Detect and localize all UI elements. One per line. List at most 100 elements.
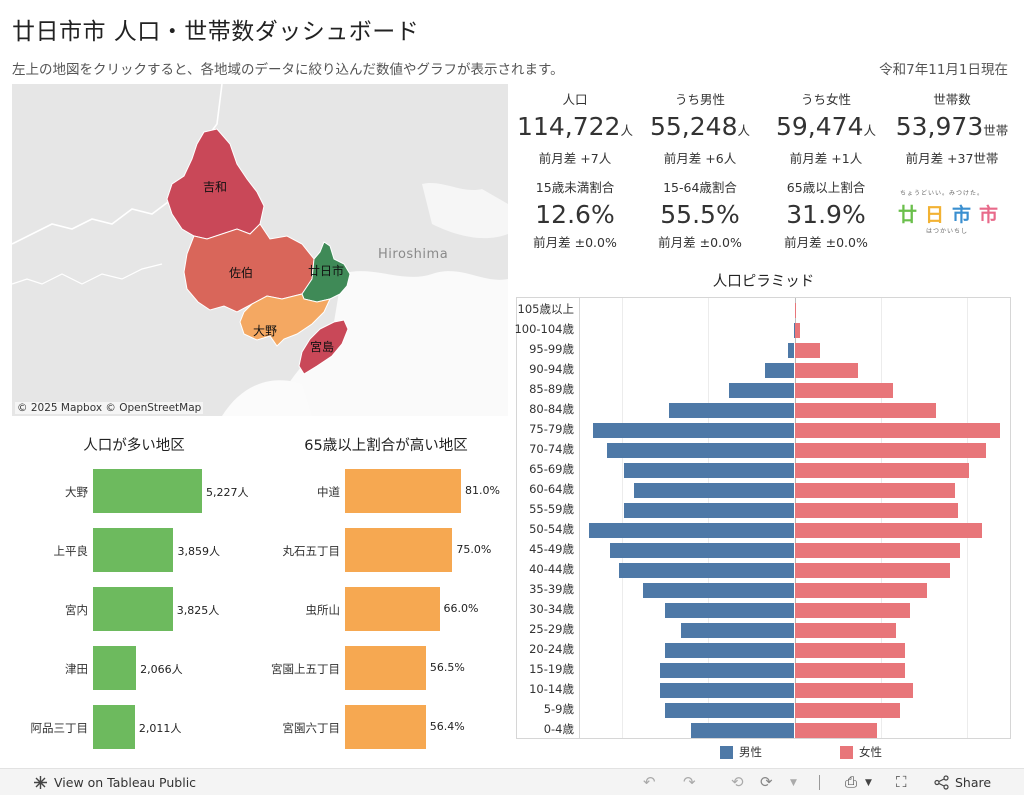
fullscreen-icon[interactable]: ⛶: [896, 773, 907, 791]
pyramid-bar-male[interactable]: [765, 363, 795, 378]
pyramid-bar-female[interactable]: [794, 483, 955, 498]
pyramid-bar-male[interactable]: [660, 663, 795, 678]
bar-row[interactable]: 津田 2,066人: [12, 646, 256, 690]
bar-row[interactable]: 宮内 3,825人: [12, 587, 256, 631]
pyramid-bar-male[interactable]: [606, 443, 795, 458]
bar-row[interactable]: 宮園上五丁目 56.5%: [264, 646, 508, 690]
bar-row[interactable]: 虫所山 66.0%: [264, 587, 508, 631]
pyramid-bar-female[interactable]: [794, 423, 1000, 438]
pyramid-bar-male[interactable]: [665, 603, 795, 618]
pyramid-bar-female[interactable]: [794, 663, 905, 678]
pyramid-bar-female[interactable]: [794, 523, 983, 538]
bar-row[interactable]: 宮園六丁目 56.4%: [264, 705, 508, 749]
bar[interactable]: [93, 646, 137, 690]
legend-swatch-female: [840, 745, 853, 759]
legend-female[interactable]: 女性: [840, 744, 882, 760]
pyramid-bar-female[interactable]: [794, 343, 821, 358]
bar-value-label: 5,227人: [206, 486, 249, 499]
pyramid-bar-female[interactable]: [794, 323, 800, 338]
pyramid-age-label: 95-99歳: [529, 342, 574, 356]
pyramid-gridline: [622, 298, 624, 738]
view-on-tableau-button[interactable]: View on Tableau Public: [33, 775, 196, 790]
legend-male[interactable]: 男性: [720, 744, 762, 760]
pyramid-bar-male[interactable]: [589, 523, 795, 538]
bar-category-label: 宮園上五丁目: [271, 662, 340, 676]
bar-row[interactable]: 大野 5,227人: [12, 469, 256, 513]
pyramid-bar-male[interactable]: [665, 703, 795, 718]
pyramid-bar-female[interactable]: [794, 623, 897, 638]
kpi-value: 12.6%: [535, 200, 615, 229]
bar[interactable]: [93, 469, 202, 513]
pyramid-bar-male[interactable]: [680, 623, 795, 638]
pyramid-bar-male[interactable]: [634, 483, 795, 498]
pyramid-bar-female[interactable]: [794, 403, 936, 418]
pyramid-bar-female[interactable]: [794, 303, 796, 318]
bar-row[interactable]: 上平良 3,859人: [12, 528, 256, 572]
toolbar-separator: [819, 775, 820, 790]
redo-icon[interactable]: ↷: [683, 773, 696, 791]
kpi-65plus: 65歳以上割合 31.9% 前月差 ±0.0%: [763, 177, 889, 251]
pyramid-bar-male[interactable]: [623, 463, 795, 478]
pyramid-bar-male[interactable]: [660, 683, 795, 698]
bar[interactable]: [93, 705, 135, 749]
region-map[interactable]: 吉和 佐伯 廿日市 大野 宮島 Hiroshima © 2025 Mapbox …: [12, 84, 508, 416]
kpi-female: うち女性 59,474人 前月差 +1人: [763, 89, 889, 167]
pyramid-bar-male[interactable]: [623, 503, 795, 518]
bar[interactable]: [345, 469, 461, 513]
bar-value-label: 2,011人: [138, 722, 182, 735]
pyramid-bar-female[interactable]: [794, 723, 878, 738]
pyramid-bar-female[interactable]: [794, 443, 986, 458]
pyramid-age-label: 80-84歳: [529, 402, 574, 416]
bar-row[interactable]: 丸石五丁目 75.0%: [264, 528, 508, 572]
pyramid-bar-female[interactable]: [794, 643, 905, 658]
pyramid-bar-female[interactable]: [794, 383, 893, 398]
revert-icon[interactable]: ⟲: [731, 773, 744, 791]
pyramid-bar-female[interactable]: [794, 683, 914, 698]
refresh-icon[interactable]: ⟳: [760, 773, 773, 791]
pyramid-bar-male[interactable]: [787, 343, 795, 358]
download-menu-chevron-icon[interactable]: ▼: [865, 778, 872, 788]
dashboard-title: 廿日市市 人口・世帯数ダッシュボード: [12, 19, 420, 45]
pyramid-bar-female[interactable]: [794, 543, 960, 558]
pyramid-bar-male[interactable]: [618, 563, 795, 578]
logo-char: 日: [925, 204, 953, 226]
bar[interactable]: [345, 528, 453, 572]
bar[interactable]: [345, 646, 426, 690]
pyramid-bar-male[interactable]: [668, 403, 795, 418]
pyramid-bar-male[interactable]: [691, 723, 795, 738]
bar[interactable]: [345, 705, 426, 749]
top-population-chart[interactable]: 大野 5,227人 上平良 3,859人 宮内 3,825人 津田 2,066人 阿品三丁目 2,…: [12, 469, 256, 751]
pyramid-bar-female[interactable]: [794, 463, 969, 478]
pyramid-gridline: [708, 298, 710, 738]
pyramid-bar-male[interactable]: [728, 383, 795, 398]
kpi-male: うち男性 55,248人 前月差 +6人: [637, 89, 763, 167]
pyramid-bar-male[interactable]: [665, 643, 795, 658]
pyramid-bar-male[interactable]: [592, 423, 795, 438]
bar[interactable]: [345, 587, 440, 631]
share-button[interactable]: Share: [934, 775, 991, 790]
bar-row[interactable]: 阿品三丁目 2,011人: [12, 705, 256, 749]
bar-row[interactable]: 中道 81.0%: [264, 469, 508, 513]
download-icon[interactable]: ⎙: [845, 773, 858, 791]
undo-icon[interactable]: ↶: [643, 773, 656, 791]
bar[interactable]: [93, 528, 174, 572]
refresh-menu-chevron-icon[interactable]: ▼: [790, 778, 797, 788]
population-pyramid[interactable]: [516, 297, 1011, 739]
pyramid-bar-female[interactable]: [794, 583, 928, 598]
top-elderly-chart[interactable]: 中道 81.0% 丸石五丁目 75.0% 虫所山 66.0% 宮園上五丁目 56.5% 宮園六丁…: [264, 469, 508, 751]
kpi-diff: 前月差 +1人: [789, 151, 863, 166]
pyramid-bar-male[interactable]: [793, 323, 795, 338]
pyramid-bar-male[interactable]: [642, 583, 795, 598]
region-ono[interactable]: [239, 293, 331, 347]
map-attribution[interactable]: © 2025 Mapbox © OpenStreetMap: [15, 402, 204, 414]
bar[interactable]: [93, 587, 173, 631]
pyramid-bar-female[interactable]: [794, 703, 900, 718]
kpi-diff: 前月差 ±0.0%: [784, 235, 868, 250]
pyramid-bar-female[interactable]: [794, 363, 859, 378]
region-miyajima[interactable]: [298, 319, 349, 375]
pyramid-bar-female[interactable]: [794, 603, 910, 618]
pyramid-bar-female[interactable]: [794, 503, 959, 518]
pyramid-bar-male[interactable]: [610, 543, 795, 558]
pyramid-bar-female[interactable]: [794, 563, 950, 578]
map-canvas[interactable]: [12, 84, 508, 416]
